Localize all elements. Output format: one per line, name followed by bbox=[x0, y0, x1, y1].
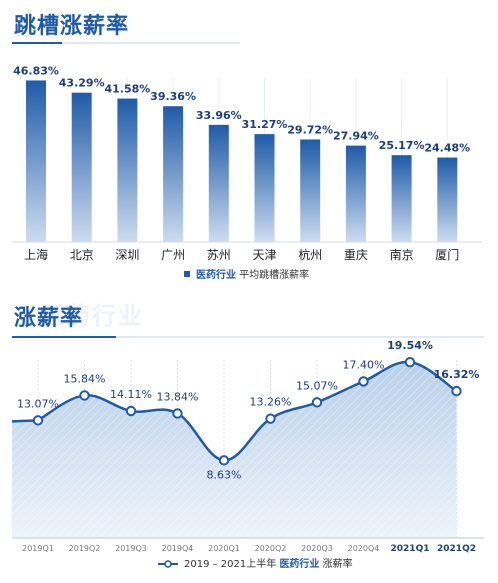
bar-chart: 46.83% 上海 43.29% 北京 41.58% 深圳 39.36% 广州 33.96% 苏州… bbox=[12, 64, 482, 281]
legend-swatch bbox=[184, 271, 190, 277]
bar-苏州 bbox=[208, 124, 229, 242]
title-underline bbox=[12, 336, 484, 338]
bar-深圳 bbox=[117, 98, 138, 243]
legend-strong-text: 医药行业 bbox=[196, 268, 236, 281]
bar-value-label: 24.48% bbox=[424, 142, 470, 155]
x-tick-label: 2021Q2 bbox=[437, 544, 476, 554]
point-2019Q2 bbox=[79, 390, 90, 401]
x-tick-label: 2019Q2 bbox=[69, 544, 101, 553]
point-2019Q3 bbox=[125, 405, 137, 417]
x-tick-label: 2019Q1 bbox=[22, 544, 54, 553]
legend-text: 平均跳槽涨薪率 bbox=[236, 268, 309, 281]
bar-北京 bbox=[71, 92, 92, 242]
bar-value-label: 33.96% bbox=[196, 109, 242, 122]
point-2019Q4 bbox=[172, 408, 183, 419]
point-2021Q2 bbox=[451, 385, 462, 397]
x-tick-label: 2020Q3 bbox=[301, 544, 333, 553]
bar-category-label: 北京 bbox=[70, 248, 94, 262]
bar-value-label: 31.27% bbox=[242, 118, 288, 131]
point-value-label: 8.63% bbox=[207, 468, 242, 481]
point-2019Q1 bbox=[32, 415, 44, 426]
bar-category-label: 南京 bbox=[390, 247, 414, 262]
point-value-label: 17.40% bbox=[343, 358, 385, 371]
section-title-job-hop: 跳槽涨薪率 bbox=[14, 14, 130, 39]
bar-value-label: 25.17% bbox=[379, 139, 425, 152]
area-chart: 13.07% 2019Q1 15.84% 2019Q2 14.11% 2019Q3 13.8… bbox=[11, 339, 484, 570]
point-2020Q1 bbox=[218, 455, 230, 466]
series-line bbox=[11, 360, 458, 462]
legend-prefix: 2019 – 2021上半年 bbox=[184, 557, 279, 570]
x-tick-label: 2019Q4 bbox=[162, 544, 194, 553]
bar-value-label: 41.58% bbox=[104, 83, 150, 96]
point-value-label: 13.84% bbox=[157, 390, 199, 403]
bar-category-label: 杭州 bbox=[298, 247, 322, 262]
point-2020Q3 bbox=[311, 397, 323, 408]
bar-value-label: 39.36% bbox=[150, 90, 196, 103]
point-value-label: 14.11% bbox=[110, 388, 152, 401]
point-value-label: 15.84% bbox=[64, 372, 106, 385]
bar-category-label: 深圳 bbox=[115, 248, 139, 262]
legend-text: 涨薪率 bbox=[319, 557, 352, 570]
bar-厦门 bbox=[437, 157, 458, 242]
bar-category-label: 厦门 bbox=[435, 247, 459, 262]
bar-category-label: 上海 bbox=[24, 247, 48, 262]
section-title-raise: 涨薪率 bbox=[14, 306, 84, 331]
legend-line: 2019 – 2021上半年 医药行业 涨薪率 bbox=[184, 557, 353, 570]
point-value-label: 13.07% bbox=[17, 397, 59, 410]
legend-strong-text: 医药行业 bbox=[279, 557, 319, 570]
bar-重庆 bbox=[345, 145, 366, 242]
x-tick-label: 2020Q2 bbox=[255, 544, 287, 553]
bar-category-label: 广州 bbox=[161, 248, 185, 262]
bar-value-label: 29.72% bbox=[287, 123, 333, 136]
bar-广州 bbox=[163, 106, 184, 242]
title-underline bbox=[12, 42, 240, 44]
point-value-label: 19.54% bbox=[387, 339, 433, 352]
bar-value-label: 27.94% bbox=[333, 130, 379, 143]
bar-value-label: 46.83% bbox=[13, 64, 59, 77]
point-value-label: 15.07% bbox=[296, 379, 338, 392]
bar-category-label: 重庆 bbox=[344, 248, 368, 262]
bar-category-label: 天津 bbox=[252, 248, 276, 262]
point-value-label: 16.32% bbox=[434, 368, 480, 381]
x-tick-label: 2021Q1 bbox=[391, 544, 430, 554]
point-2020Q4 bbox=[358, 376, 369, 387]
x-tick-label: 2019Q3 bbox=[115, 544, 147, 553]
bar-南京 bbox=[391, 155, 412, 242]
watermark-text: 医药行业 bbox=[40, 302, 144, 330]
point-2020Q2 bbox=[265, 413, 276, 424]
point-2021Q1 bbox=[404, 356, 416, 368]
x-tick-label: 2020Q4 bbox=[348, 544, 380, 553]
legend-bar: 医药行业 平均跳槽涨薪率 bbox=[196, 268, 309, 281]
area-hatch bbox=[12, 361, 457, 538]
point-value-label: 13.26% bbox=[250, 396, 292, 409]
legend-point-swatch bbox=[164, 560, 172, 568]
bar-杭州 bbox=[300, 139, 321, 242]
bar-category-label: 苏州 bbox=[207, 248, 231, 262]
bar-上海 bbox=[26, 80, 46, 243]
bar-value-label: 43.29% bbox=[59, 77, 105, 90]
x-tick-label: 2020Q1 bbox=[208, 544, 240, 553]
bar-天津 bbox=[254, 134, 275, 242]
